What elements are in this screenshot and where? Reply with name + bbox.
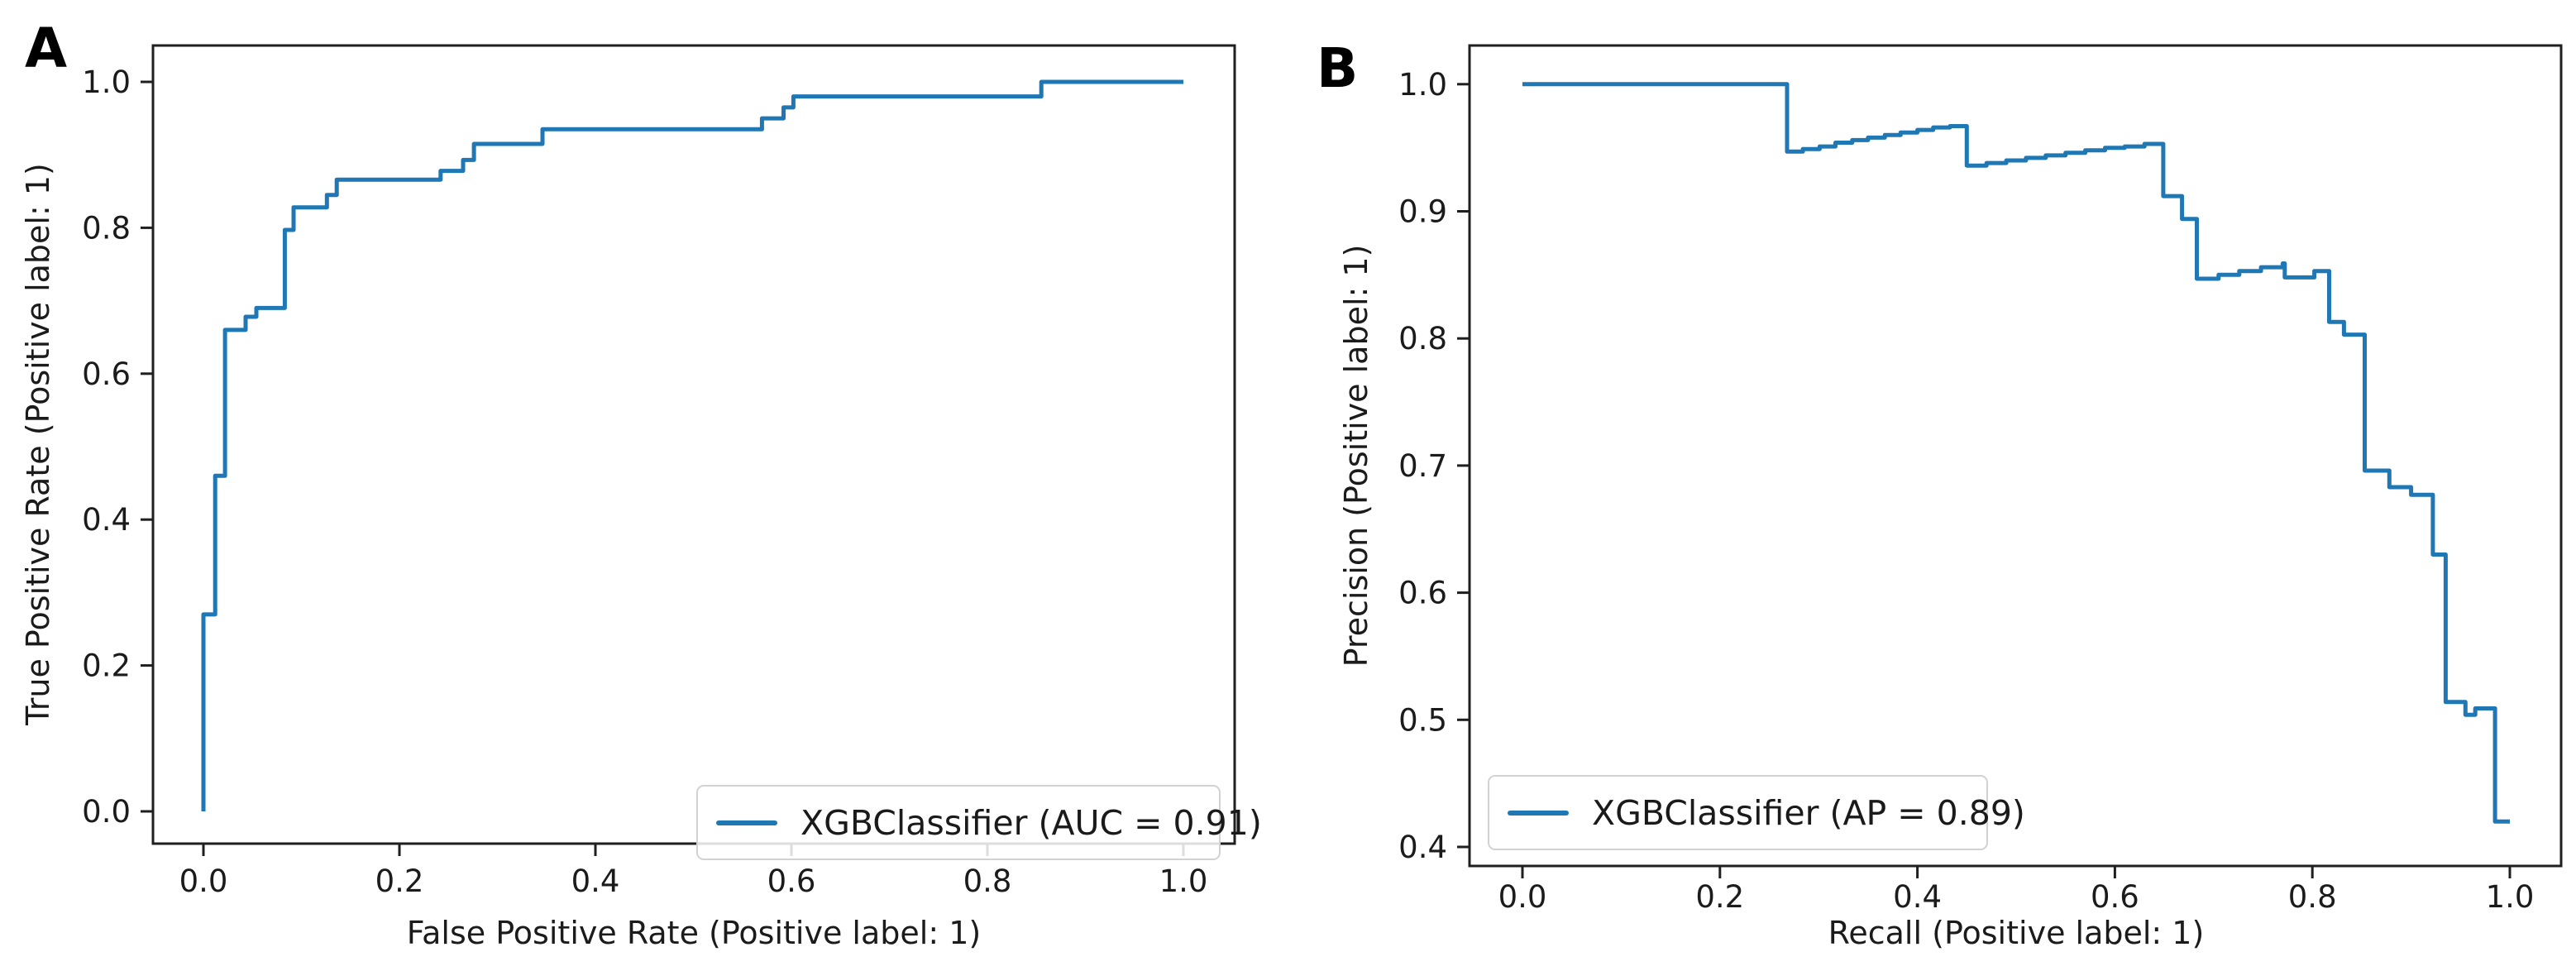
x-tick-label: 0.8 — [2288, 879, 2337, 915]
y-tick-label: 1.0 — [1398, 67, 1447, 103]
pr-legend-line-icon — [1508, 810, 1569, 816]
x-tick-label: 0.8 — [963, 863, 1012, 899]
roc-legend-label: XGBClassifier (AUC = 0.91) — [801, 802, 1262, 843]
x-tick-label: 0.6 — [767, 863, 816, 899]
y-tick-label: 0.8 — [82, 210, 131, 246]
y-tick-label: 1.0 — [82, 65, 131, 100]
y-tick-label: 0.5 — [1398, 702, 1447, 738]
y-tick-label: 0.8 — [1398, 321, 1447, 356]
roc-plot-area: 0.0 0.2 0.4 0.6 0.8 1.0 0.0 0.2 0.4 0.6 0.8 1.0 — [82, 44, 1236, 899]
pr-x-axis-label: Recall (Positive label: 1) — [1828, 915, 2205, 951]
y-tick-label: 0.4 — [82, 502, 131, 538]
panel-b-letter: B — [1317, 36, 1359, 100]
axes-frame — [151, 44, 1236, 845]
y-tick-label: 0.0 — [82, 794, 131, 830]
axes-frame — [1468, 44, 2563, 868]
y-tick-label: 0.6 — [1398, 576, 1447, 611]
panel-a-letter: A — [25, 17, 68, 80]
pr-y-axis-label: Precision (Positive label: 1) — [1338, 244, 1374, 667]
x-tick-label: 1.0 — [1159, 863, 1208, 899]
x-tick-label: 0.0 — [179, 863, 228, 899]
x-tick-label: 0.4 — [571, 863, 620, 899]
y-tick-label: 0.9 — [1398, 194, 1447, 230]
y-tick-label: 0.6 — [82, 356, 131, 392]
x-tick-label: 0.0 — [1498, 879, 1547, 915]
y-tick-label: 0.2 — [82, 648, 131, 684]
pr-plot-area: 0.0 0.2 0.4 0.6 0.8 1.0 0.4 0.5 0.6 0.7 0.8 0.9 1.0 — [1398, 44, 2563, 915]
x-tick-label: 0.2 — [1695, 879, 1744, 915]
x-tick-label: 0.4 — [1893, 879, 1942, 915]
roc-curve-line — [201, 79, 1183, 811]
x-tick-label: 1.0 — [2486, 879, 2535, 915]
pr-curve-line — [1522, 82, 2510, 824]
x-tick-label: 0.6 — [2091, 879, 2139, 915]
roc-legend-line-icon — [716, 820, 777, 825]
y-tick-label: 0.4 — [1398, 830, 1447, 865]
roc-x-axis-label: False Positive Rate (Positive label: 1) — [406, 915, 982, 951]
pr-legend-box: XGBClassifier (AP = 0.89) — [1488, 775, 2025, 850]
y-tick-label: 0.7 — [1398, 448, 1447, 484]
roc-legend-box: XGBClassifier (AUC = 0.91) — [696, 785, 1262, 860]
roc-y-axis-label: True Positive Rate (Positive label: 1) — [20, 163, 56, 725]
pr-legend-label: XGBClassifier (AP = 0.89) — [1592, 792, 2025, 833]
x-tick-label: 0.2 — [375, 863, 424, 899]
